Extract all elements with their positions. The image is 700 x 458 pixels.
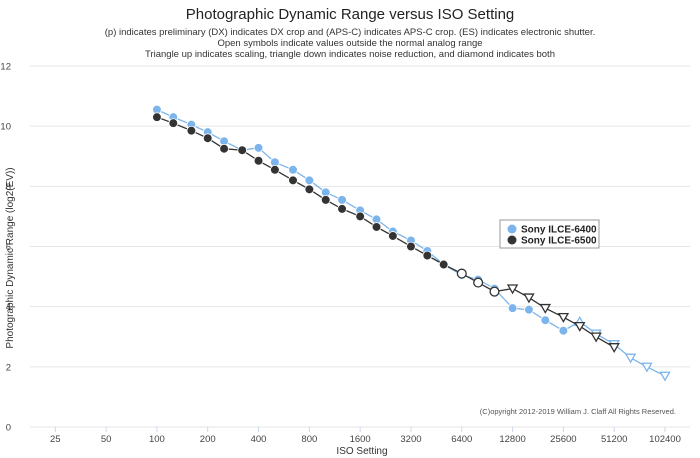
x-tick-label: 25600 xyxy=(550,434,576,445)
series-group xyxy=(152,104,671,382)
x-tick-label: 200 xyxy=(200,434,216,445)
data-point[interactable] xyxy=(507,303,518,313)
legend-box xyxy=(499,219,600,249)
data-point[interactable] xyxy=(456,268,467,279)
data-point[interactable] xyxy=(219,143,229,154)
legend-item-series-b[interactable]: Sony ILCE-6500 xyxy=(507,235,598,247)
data-point[interactable] xyxy=(202,133,213,144)
data-point[interactable] xyxy=(270,164,280,175)
data-point[interactable] xyxy=(304,175,315,186)
y-tick-label: 12 xyxy=(0,62,11,73)
x-tick-label: 100 xyxy=(149,434,165,445)
x-tick-label: 3200 xyxy=(400,434,421,445)
legend-marker-series-b xyxy=(507,235,517,245)
chart-subtitle-line-2: Open symbols indicate values outside the… xyxy=(217,38,482,49)
series-line xyxy=(156,116,615,348)
data-point[interactable] xyxy=(473,277,484,288)
data-point[interactable] xyxy=(659,371,671,382)
y-axis-title: Photographic Dynamic Range (log2(EV)) xyxy=(5,167,16,348)
data-point[interactable] xyxy=(590,332,602,343)
y-tick-label: 2 xyxy=(6,362,11,373)
data-point[interactable] xyxy=(557,312,570,323)
y-tick-label: 10 xyxy=(0,122,11,133)
data-point[interactable] xyxy=(641,362,653,373)
x-axis-ticks: 25 50 100 200 400 800 1600 3200 6400 12800 25600 51… xyxy=(50,427,681,445)
data-point[interactable] xyxy=(288,164,298,175)
legend-label-series-b: Sony ILCE-6500 xyxy=(521,236,597,247)
data-point[interactable] xyxy=(523,293,535,304)
data-point[interactable] xyxy=(388,231,398,241)
y-tick-label: 8 xyxy=(6,182,11,193)
data-point[interactable] xyxy=(152,112,162,122)
data-point[interactable] xyxy=(540,315,551,326)
data-point[interactable] xyxy=(371,222,382,232)
data-point[interactable] xyxy=(608,343,620,353)
chart-title: Photographic Dynamic Range versus ISO Se… xyxy=(186,6,515,23)
x-tick-label: 51200 xyxy=(601,434,627,445)
data-point[interactable] xyxy=(438,259,449,270)
data-point[interactable] xyxy=(355,211,365,222)
legend-label-series-a: Sony ILCE-6400 xyxy=(521,225,597,236)
x-tick-label: 50 xyxy=(101,434,112,445)
x-tick-label: 102400 xyxy=(649,434,681,445)
chart-subtitle-line-3: Triangle up indicates scaling, triangle … xyxy=(145,49,555,60)
data-point[interactable] xyxy=(253,143,264,153)
x-tick-label: 25 xyxy=(50,434,61,445)
copyright-credit: (C)opyright 2012-2019 William J. Claff A… xyxy=(480,407,676,416)
data-point[interactable] xyxy=(406,241,416,252)
x-tick-label: 1600 xyxy=(350,434,371,445)
data-point[interactable] xyxy=(524,304,534,315)
data-point[interactable] xyxy=(288,175,298,186)
data-point[interactable] xyxy=(237,145,247,156)
legend-marker-series-a xyxy=(507,224,517,234)
data-point[interactable] xyxy=(337,204,347,214)
data-point[interactable] xyxy=(337,195,347,205)
x-tick-label: 6400 xyxy=(451,434,472,445)
x-tick-label: 12800 xyxy=(499,434,525,445)
y-tick-label: 4 xyxy=(6,302,11,313)
data-point[interactable] xyxy=(320,195,331,205)
data-point[interactable] xyxy=(168,118,179,128)
data-point[interactable] xyxy=(558,325,569,336)
legend-item-series-a[interactable]: Sony ILCE-6400 xyxy=(507,224,598,236)
x-axis-title: ISO Setting xyxy=(336,446,387,457)
data-point[interactable] xyxy=(186,125,197,136)
y-axis-ticks: 0 2 4 6 8 10 12 xyxy=(0,62,11,434)
data-point[interactable] xyxy=(506,284,519,295)
data-point[interactable] xyxy=(304,184,315,195)
data-point[interactable] xyxy=(539,303,552,314)
data-point[interactable] xyxy=(624,353,637,364)
y-tick-label: 6 xyxy=(6,242,11,253)
x-tick-label: 400 xyxy=(251,434,267,445)
legend[interactable]: Sony ILCE-6400 Sony ILCE-6500 xyxy=(499,219,600,249)
chart-subtitle-line-1: (p) indicates preliminary (DX) indicates… xyxy=(105,27,596,38)
data-point[interactable] xyxy=(422,250,433,261)
data-point[interactable] xyxy=(574,321,586,332)
data-point[interactable] xyxy=(253,155,264,166)
x-tick-label: 800 xyxy=(301,434,317,445)
y-tick-label: 0 xyxy=(6,423,11,434)
data-point[interactable] xyxy=(489,286,500,297)
grid-lines xyxy=(30,65,690,428)
series-b xyxy=(152,112,620,353)
